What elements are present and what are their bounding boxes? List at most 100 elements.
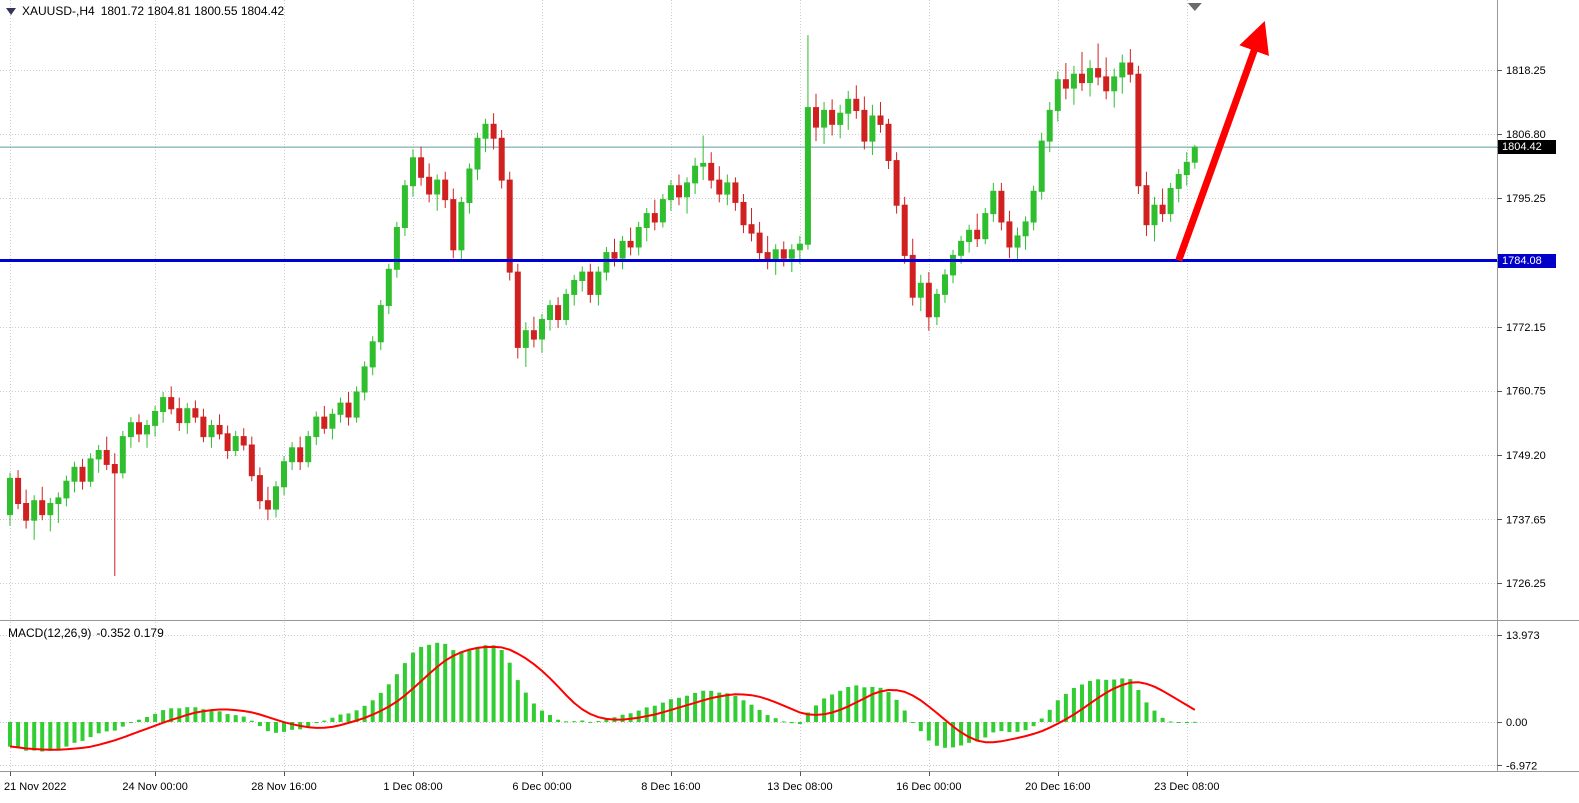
macd-bar — [636, 710, 641, 722]
candle — [885, 123, 892, 162]
candle — [982, 213, 989, 240]
candle — [869, 115, 876, 142]
candle — [1135, 73, 1142, 187]
candle — [796, 243, 803, 251]
macd-bar — [838, 690, 843, 722]
macd-bar — [902, 710, 907, 722]
candle — [95, 450, 102, 460]
candle — [692, 165, 699, 184]
macd-bar — [556, 719, 561, 722]
macd-bar — [983, 722, 988, 738]
candle — [1191, 146, 1198, 163]
candle — [1046, 109, 1053, 142]
candle — [289, 447, 296, 463]
candle — [23, 503, 30, 521]
macd-tick-label: -6.972 — [1506, 760, 1537, 772]
macd-bar — [733, 695, 738, 722]
macd-bar — [153, 713, 158, 722]
macd-bar — [1071, 688, 1076, 722]
macd-values: -0.352 0.179 — [96, 626, 164, 640]
macd-bar — [1088, 680, 1092, 722]
candle — [1183, 161, 1190, 176]
candle — [385, 268, 392, 306]
candle — [700, 162, 707, 167]
candle — [611, 252, 618, 259]
candle — [893, 160, 900, 206]
macd-bar — [1096, 679, 1101, 722]
candle — [401, 185, 408, 228]
macd-bar — [370, 700, 375, 722]
candle — [136, 422, 142, 435]
candles-layer[interactable] — [7, 35, 1198, 576]
trend-arrow[interactable] — [1175, 21, 1269, 262]
time-axis-label: 1 Dec 08:00 — [383, 781, 442, 793]
candle — [216, 425, 223, 435]
macd-bar — [233, 715, 238, 722]
macd-bar — [870, 686, 875, 722]
symbol-dropdown-icon[interactable] — [6, 7, 16, 15]
macd-bar — [145, 717, 149, 722]
candle — [522, 330, 529, 348]
price-tick-label: 1806.80 — [1506, 129, 1546, 141]
macd-bar — [741, 700, 746, 722]
candle — [176, 408, 183, 424]
macd-bar — [241, 716, 246, 722]
candle — [853, 98, 860, 112]
macd-bar — [467, 650, 472, 722]
macd-bar — [419, 646, 424, 722]
chart-title: XAUUSD-,H4 1801.72 1804.81 1800.55 1804.… — [6, 4, 284, 18]
macd-bar — [274, 722, 278, 733]
candle — [55, 497, 62, 504]
candle — [780, 249, 787, 259]
candle — [933, 293, 940, 318]
candle — [539, 319, 545, 340]
candle — [321, 416, 328, 429]
candle — [232, 436, 239, 452]
macd-bar — [322, 720, 327, 722]
pane-borders — [0, 0, 1579, 772]
macd-bar — [814, 705, 818, 722]
macd-bar — [999, 722, 1004, 731]
macd-bar — [797, 722, 802, 724]
macd-bar — [677, 697, 681, 722]
macd-bar — [580, 720, 585, 722]
candle — [708, 162, 715, 181]
time-axis-label: 21 Nov 2022 — [4, 781, 66, 793]
candle — [1014, 235, 1021, 248]
axis-labels[interactable]: 1818.25 1806.80 1795.25 1772.15 1760.75 1749.… — [4, 65, 1546, 793]
candle — [506, 179, 513, 273]
symbol-period-label: XAUUSD-,H4 — [22, 4, 95, 18]
macd-bar — [709, 690, 714, 722]
macd-bar — [443, 643, 448, 722]
macd-bar — [846, 687, 851, 722]
candle — [716, 179, 723, 195]
candle — [337, 402, 344, 415]
candle — [651, 213, 658, 223]
candle — [1159, 204, 1166, 215]
candle — [635, 227, 642, 248]
time-axis-label: 24 Nov 00:00 — [122, 781, 187, 793]
macd-bar — [475, 647, 480, 722]
candle — [587, 271, 594, 295]
macd-bar — [257, 722, 262, 727]
macd-bar — [1184, 722, 1189, 724]
macd-bar — [177, 708, 182, 722]
candle — [595, 271, 602, 295]
candle — [1022, 221, 1029, 237]
candle — [990, 190, 997, 215]
candle — [200, 416, 207, 438]
candle — [281, 461, 287, 488]
macd-bar — [169, 708, 174, 722]
price-tick-label: 1737.65 — [1506, 514, 1546, 526]
candle — [821, 109, 828, 128]
macd-bar — [1112, 679, 1117, 722]
candle — [15, 477, 22, 504]
macd-bar — [805, 712, 810, 722]
candle — [313, 416, 320, 438]
chart-shift-marker[interactable] — [1187, 3, 1202, 11]
candle — [31, 500, 38, 521]
macd-bar — [725, 693, 730, 722]
candle — [845, 98, 852, 114]
candle — [942, 274, 948, 295]
